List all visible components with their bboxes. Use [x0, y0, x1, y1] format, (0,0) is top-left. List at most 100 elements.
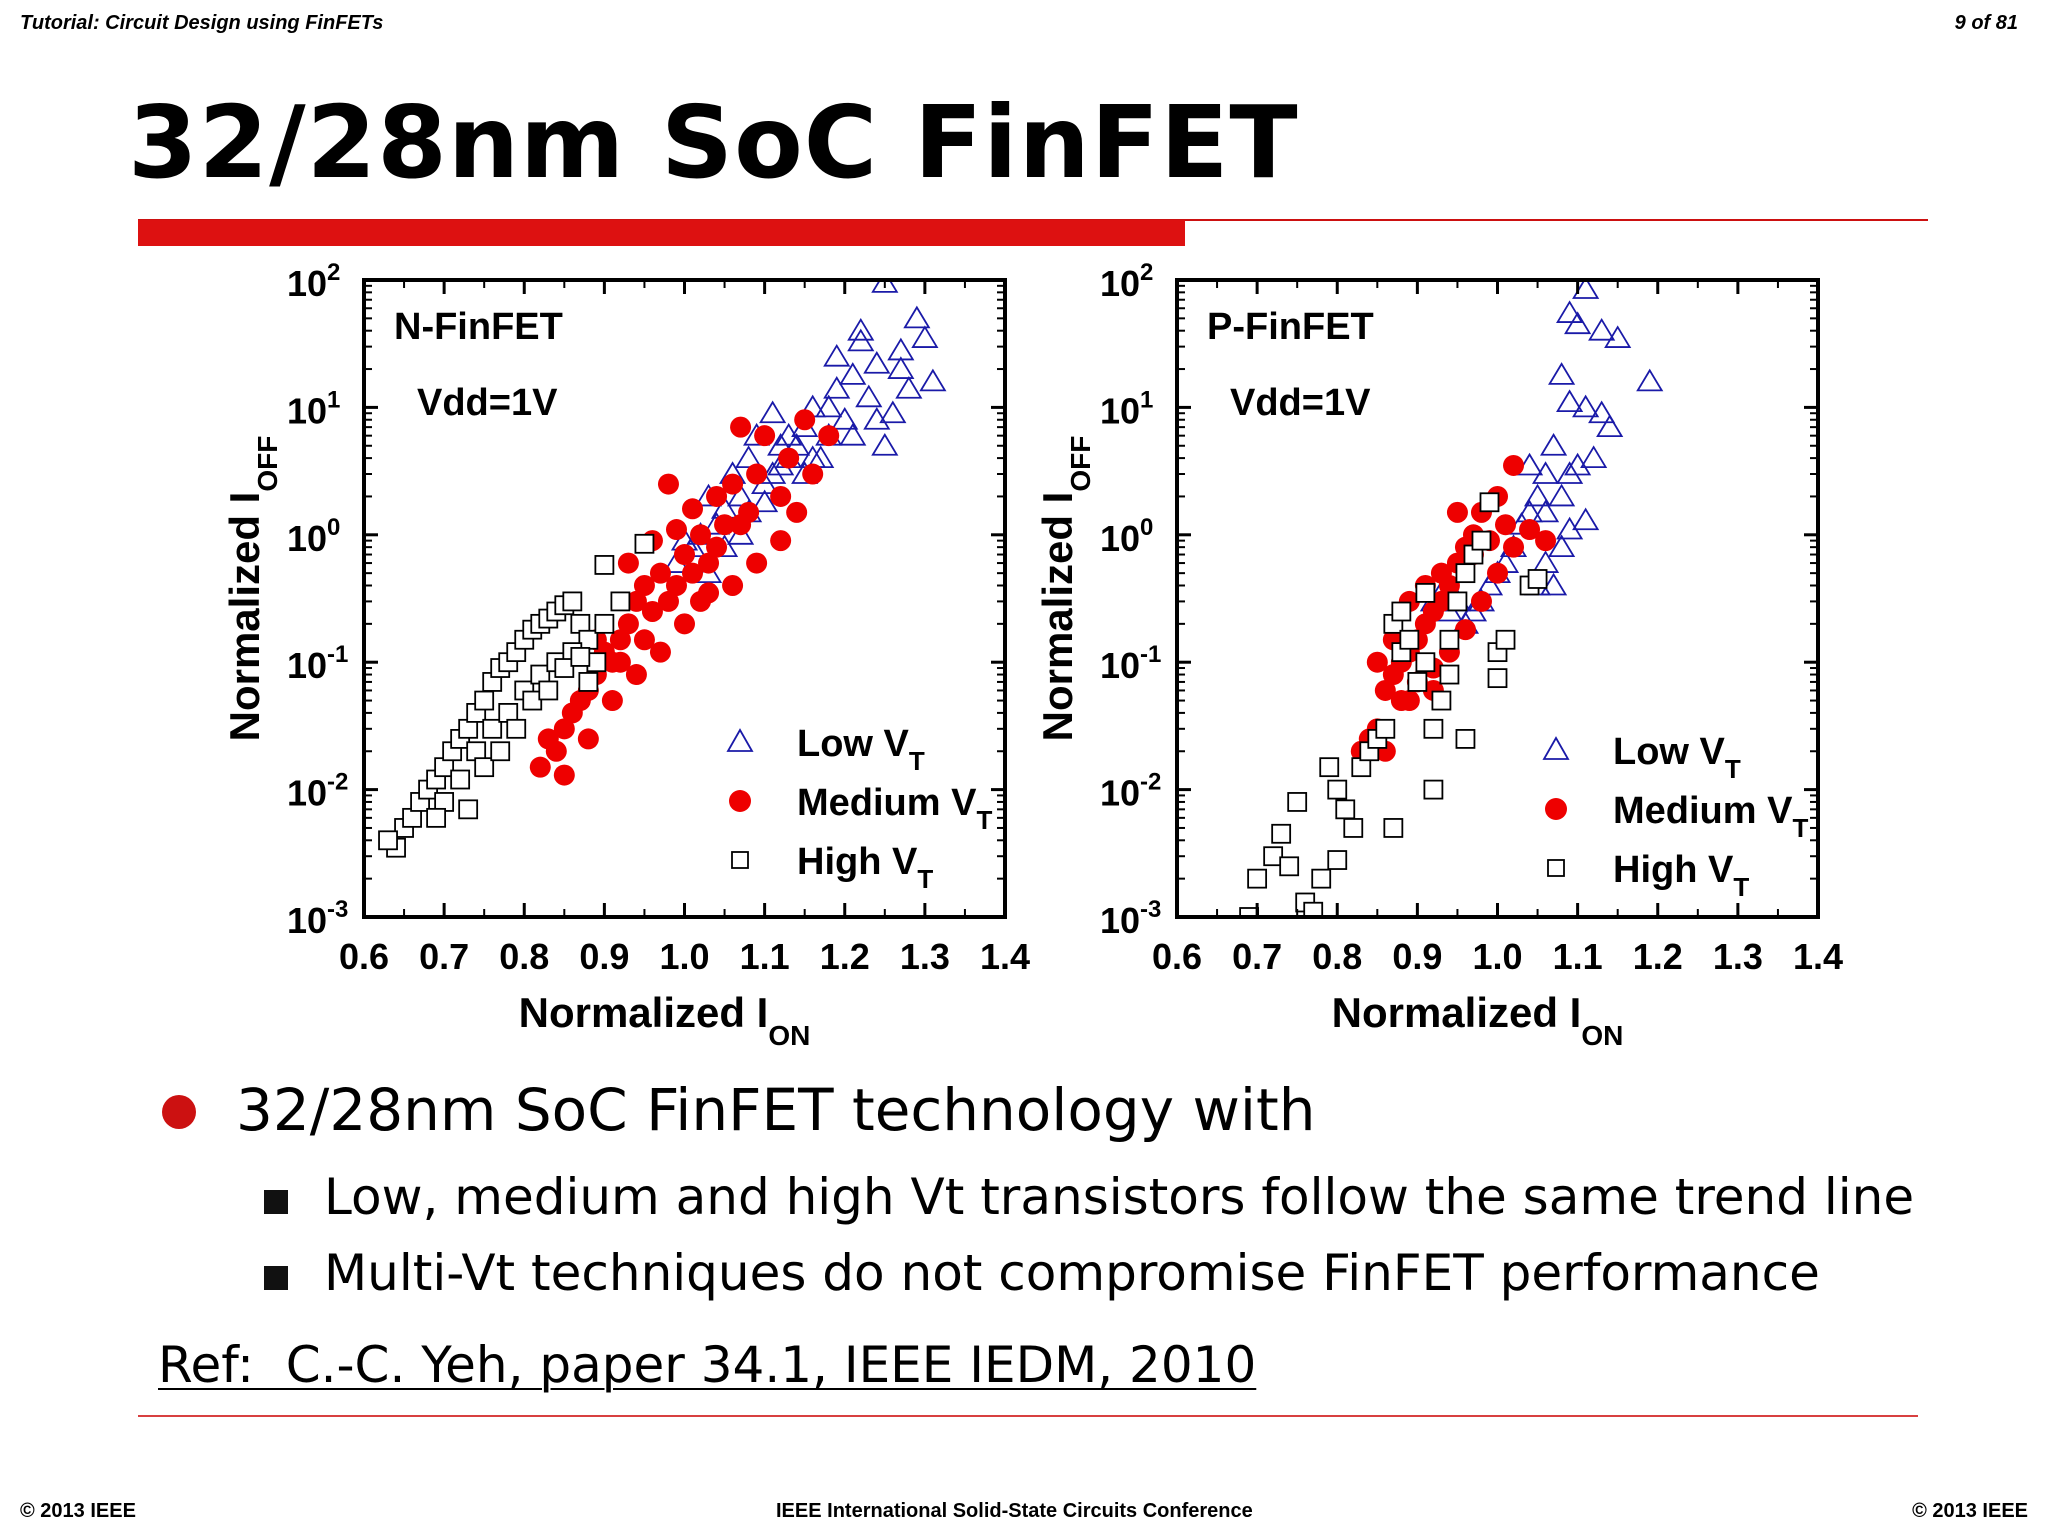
chart-n-point-low-vt	[735, 445, 763, 468]
chart-n-point-medium-vt	[633, 629, 655, 651]
chart-n-point-medium-vt	[682, 498, 704, 520]
chart-n-legend-label-high-vt: High VT	[797, 841, 933, 894]
chart-n-point-medium-vt	[617, 552, 639, 574]
sub-bullet-text-1: Low, medium and high Vt transistors foll…	[324, 1168, 1915, 1226]
chart-n-point-medium-vt	[818, 425, 840, 447]
chart-n-y-tick-label: 10-2	[287, 769, 348, 814]
chart-n-point-low-vt	[911, 325, 939, 348]
chart-n-x-tick-label: 0.8	[499, 936, 549, 977]
chart-p-point-high-vt	[1247, 868, 1268, 889]
chart-p-point-medium-vt	[1470, 590, 1492, 612]
chart-p-point-high-vt	[1439, 629, 1460, 650]
chart-n-point-medium-vt	[770, 530, 792, 552]
chart-n-point-high-vt	[426, 807, 447, 828]
chart-p-points	[1239, 280, 1664, 917]
chart-p-point-low-vt	[1572, 394, 1600, 418]
chart-p-point-high-vt	[1471, 530, 1492, 551]
chart-n-point-high-vt	[538, 680, 559, 701]
chart-p-point-low-vt	[1556, 300, 1584, 323]
chart-n-point-low-vt	[847, 317, 875, 341]
chart-n-point-medium-vt	[665, 519, 687, 541]
chart-n-point-medium-vt	[706, 536, 728, 558]
chart-n-point-low-vt	[879, 400, 907, 424]
chart-p-x-tick-label: 1.0	[1472, 936, 1522, 977]
chart-n-x-tick-label: 1.2	[820, 936, 870, 977]
chart-p-point-high-vt	[1455, 563, 1476, 584]
slide-title: 32/28nm SoC FinFET	[128, 84, 1299, 201]
chart-p-point-high-vt	[1487, 668, 1508, 689]
chart-n-point-medium-vt	[649, 562, 671, 584]
chart-n-point-low-vt	[871, 433, 899, 456]
chart-n-x-tick-label: 1.3	[900, 936, 950, 977]
chart-p-point-high-vt	[1335, 799, 1356, 820]
chart-p-point-low-vt	[1548, 362, 1576, 385]
chart-n-point-medium-vt	[674, 544, 695, 566]
chart-n-point-medium-vt	[722, 473, 744, 495]
chart-n-point-medium-vt	[786, 501, 808, 523]
chart-n-point-medium-vt	[649, 641, 671, 663]
page-counter: 9 of 81	[1954, 12, 2018, 34]
chart-n-point-low-vt	[855, 384, 883, 408]
chart-p-point-low-vt	[1564, 452, 1592, 476]
chart-n-point-medium-vt	[537, 728, 559, 750]
chart-p-point-low-vt	[1572, 280, 1600, 299]
chart-p-point-high-vt	[1311, 868, 1332, 889]
chart-n-legend-marker-medium-vt	[729, 790, 751, 812]
chart-n-point-medium-vt	[770, 485, 792, 507]
chart-p-point-high-vt	[1327, 850, 1348, 870]
chart-p-point-high-vt	[1423, 718, 1444, 739]
chart-p-point-high-vt	[1383, 818, 1404, 838]
chart-n-point-medium-vt	[706, 485, 728, 507]
chart-p-legend-label-low-vt: Low VT	[1613, 731, 1741, 784]
chart-n-x-tick-label: 1.1	[740, 936, 790, 977]
reference-link[interactable]: Ref: C.-C. Yeh, paper 34.1, IEEE IEDM, 2…	[158, 1336, 1257, 1394]
chart-p-x-tick-label: 1.1	[1553, 936, 1603, 977]
chart-p-point-high-vt	[1279, 856, 1300, 877]
chart-p-point-medium-vt	[1454, 619, 1476, 641]
chart-p-point-low-vt	[1580, 445, 1608, 468]
chart-p-point-low-vt	[1604, 325, 1632, 348]
chart-p-point-low-vt	[1548, 534, 1576, 558]
chart-p-x-tick-label: 0.9	[1392, 936, 1442, 977]
chart-p-point-high-vt	[1455, 729, 1476, 749]
chart-n-point-medium-vt	[794, 409, 816, 431]
chart-p-x-axis-label: Normalized ION	[1332, 989, 1624, 1051]
chart-n-point-medium-vt	[625, 590, 647, 612]
chart-n-point-medium-vt	[698, 552, 720, 574]
chart-p-y-tick-label: 10-1	[1100, 641, 1161, 686]
bullet-dot	[162, 1095, 196, 1129]
chart-n-point-low-vt	[863, 351, 891, 374]
chart-p-point-high-vt	[1415, 652, 1436, 673]
chart-p-point-high-vt	[1479, 492, 1500, 513]
chart-n-point-low-vt	[751, 489, 779, 513]
chart-n-point-medium-vt	[617, 613, 639, 635]
chart-n-point-high-vt	[522, 690, 543, 711]
chart-n-point-high-vt	[570, 647, 591, 667]
chart-p-x-tick-label: 1.2	[1633, 936, 1683, 977]
chart-p-legend-label-medium-vt: Medium VT	[1613, 790, 1808, 843]
footer-conference: IEEE International Solid-State Circuits …	[776, 1500, 1253, 1522]
chart-n-point-medium-vt	[609, 629, 631, 651]
chart-p-point-high-vt	[1271, 823, 1292, 844]
chart-n-point-low-vt	[823, 343, 851, 367]
chart-p-point-low-vt	[1564, 311, 1592, 335]
chart-n-point-medium-vt	[754, 425, 776, 447]
chart-p-annotation: Vdd=1V	[1230, 382, 1371, 424]
chart-p-point-low-vt	[1531, 550, 1560, 573]
chart-p-y-tick-label: 10-3	[1100, 896, 1161, 941]
chart-n-point-medium-vt	[601, 690, 623, 712]
chart-n-point-medium-vt	[633, 574, 655, 596]
chart-n-point-medium-vt	[577, 728, 599, 750]
chart-n-legend-marker-low-vt	[726, 728, 754, 752]
chart-p-point-high-vt	[1415, 582, 1436, 603]
sub-bullet-square-1	[264, 1190, 288, 1214]
chart-n-point-high-vt	[490, 741, 511, 762]
chart-p-point-medium-vt	[1414, 613, 1436, 635]
chart-n-point-medium-vt	[641, 601, 663, 623]
chart-n-point-high-vt	[474, 690, 495, 711]
chart-n-point-low-vt	[726, 522, 755, 545]
chart-p-point-medium-vt	[1446, 501, 1468, 523]
chart-p-point-medium-vt	[1535, 530, 1557, 552]
chart-p-point-medium-vt	[1430, 562, 1452, 584]
tutorial-header: Tutorial: Circuit Design using FinFETs	[20, 12, 384, 34]
